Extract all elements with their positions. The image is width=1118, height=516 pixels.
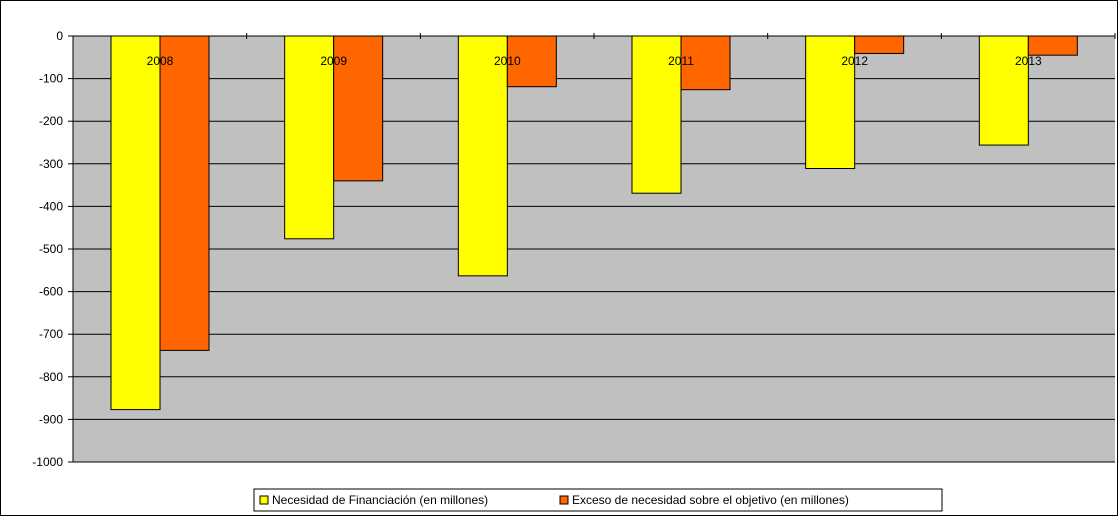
bar-2010-series-1 [457, 35, 508, 277]
legend: Necesidad de Financiación (en millones) E… [253, 488, 943, 512]
x-tick-label: 2011 [668, 54, 694, 68]
x-tick-label: 2009 [320, 54, 347, 68]
y-tick-label: -1000 [32, 455, 63, 469]
bar-2008-series-2 [159, 35, 210, 351]
legend-box [253, 488, 943, 512]
bar-2012-series-2 [854, 35, 905, 54]
y-tick-label: -800 [39, 370, 63, 384]
y-axis: 0 -100 -200 -300 -400 -500 -600 -700 -800 -900 -10… [32, 29, 74, 469]
legend-swatch [259, 495, 269, 505]
bar-2012-series-1 [805, 35, 856, 169]
bar-2013-series-1 [978, 35, 1029, 146]
bar-2009-series-2 [333, 35, 384, 182]
bar-2008-series-1 [110, 35, 161, 411]
x-tick-label: 2010 [494, 54, 521, 68]
bar-2011-series-2 [680, 35, 731, 91]
bars [110, 35, 1078, 411]
bar-2013-series-2 [1027, 35, 1078, 56]
x-tick-label: 2008 [147, 54, 174, 68]
x-tick-label: 2013 [1015, 54, 1042, 68]
bar-2009-series-1 [284, 35, 335, 240]
bar-2011-series-1 [631, 35, 682, 194]
y-tick-label: -600 [39, 285, 63, 299]
legend-swatch [559, 495, 569, 505]
y-tick-label: -900 [39, 412, 63, 426]
y-tick-label: -200 [39, 114, 63, 128]
y-tick-label: -100 [39, 72, 63, 86]
bar-2010-series-2 [506, 35, 557, 88]
y-tick-label: -500 [39, 242, 63, 256]
x-tick-label: 2012 [841, 54, 868, 68]
y-tick-label: -300 [39, 157, 63, 171]
y-tick-label: 0 [56, 29, 63, 43]
legend-label: Necesidad de Financiación (en millones) [272, 493, 488, 507]
y-tick-label: -700 [39, 327, 63, 341]
x-axis-labels: 2008 2009 2010 2011 2012 2013 [147, 33, 1116, 68]
legend-label: Exceso de necesidad sobre el objetivo (e… [572, 493, 849, 507]
plot-area [73, 35, 1115, 463]
y-tick-label: -400 [39, 199, 63, 213]
